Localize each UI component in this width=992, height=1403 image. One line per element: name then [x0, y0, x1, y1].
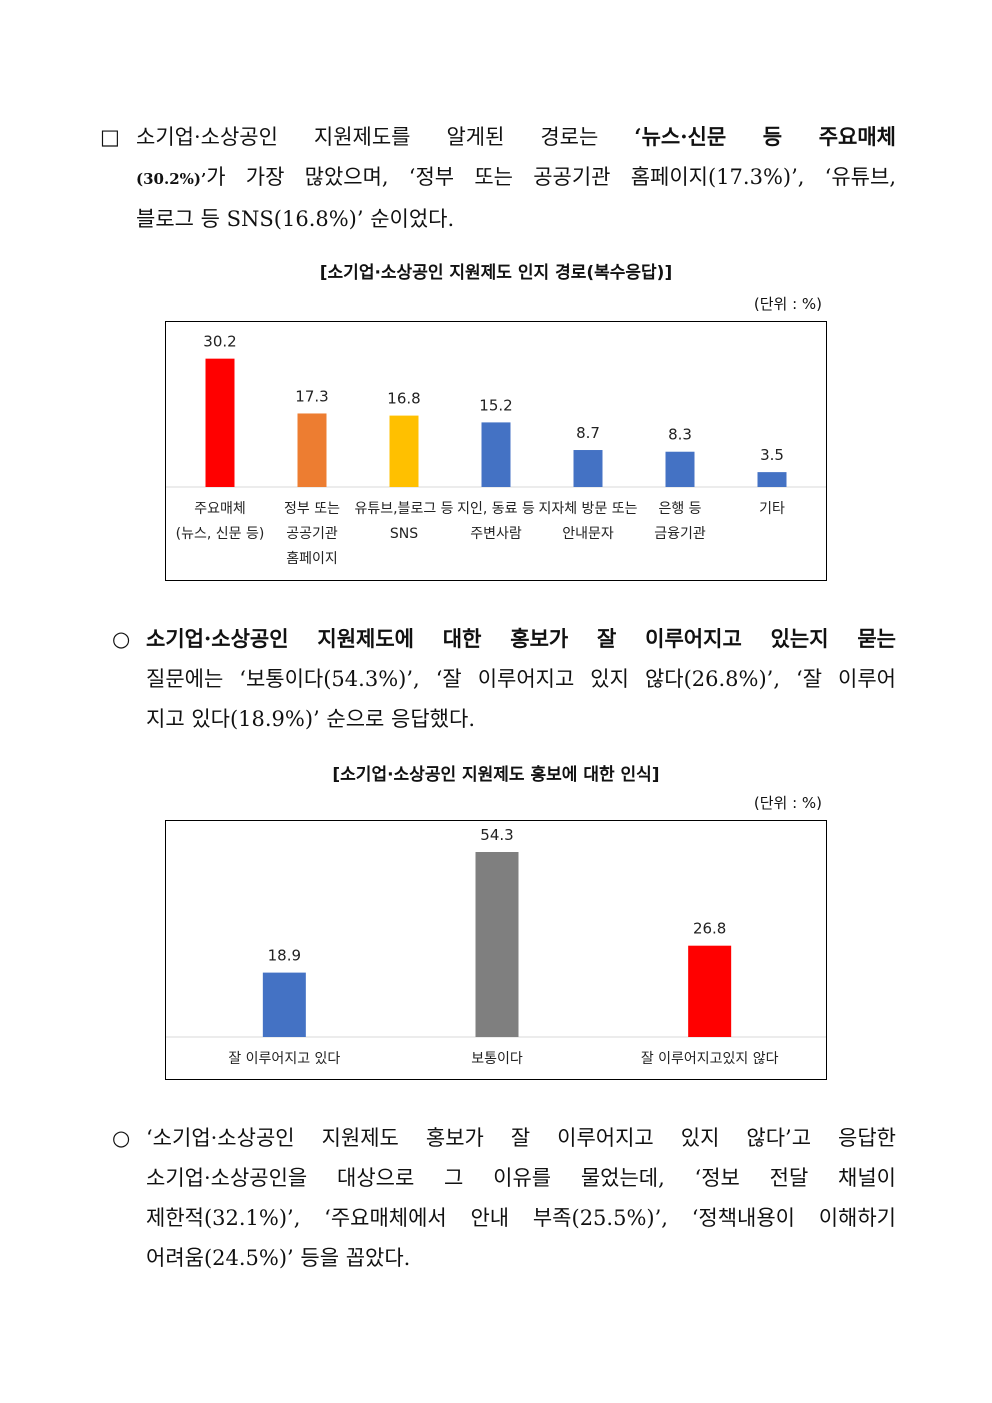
category-label-2-0: 잘 이루어지고있지 않다 — [641, 1051, 779, 1067]
bar-1 — [297, 413, 327, 487]
bar-6 — [757, 472, 787, 487]
category-label-3-1: 주변사람 — [470, 526, 522, 542]
data-label-3: 15.2 — [479, 396, 512, 414]
paragraph-3-line-2: 소기업·소상공인을 대상으로 그 이유를 물었는데, ‘정보 전달 채널이 — [146, 1166, 896, 1190]
paragraph-2-line-2: 질문에는 ‘보통이다(54.3%)’, ‘잘 이루어지고 있지 않다(26.8%… — [146, 667, 897, 691]
data-label-6: 3.5 — [760, 446, 784, 464]
bar-0 — [205, 358, 235, 487]
chart-1-unit: (단위 : %) — [753, 295, 822, 313]
data-label-2: 26.8 — [693, 920, 726, 938]
square-bullet-icon: □ — [100, 125, 120, 149]
category-label-6-0: 기타 — [759, 501, 785, 517]
chart-2: 18.9 잘 이루어지고 있다 54.3 보통이다 26.8 잘 이루어지고있지 않다 — [165, 820, 827, 1080]
category-label-1-0: 정부 또는 — [284, 501, 340, 517]
data-label-1: 17.3 — [295, 387, 328, 405]
data-label-0: 30.2 — [203, 333, 236, 351]
data-label-2: 16.8 — [387, 390, 420, 408]
paragraph-1-line-2: (30.2%)’가 가장 많았으며, ‘정부 또는 공공기관 홈페이지(17.3… — [136, 165, 896, 189]
category-label-1-0: 보통이다 — [471, 1051, 523, 1067]
category-label-5-1: 금융기관 — [654, 526, 706, 542]
paragraph-1-line-1: 소기업·소상공인 지원제도를 알게된 경로는 ‘뉴스·신문 등 주요매체 — [136, 124, 896, 149]
category-label-0-0: 잘 이루어지고 있다 — [228, 1051, 340, 1067]
category-label-5-0: 은행 등 — [658, 501, 701, 517]
category-label-0-1: (뉴스, 신문 등) — [176, 526, 265, 542]
paragraph-1: □ 소기업·소상공인 지원제도를 알게된 경로는 ‘뉴스·신문 등 주요매체 (… — [100, 117, 896, 239]
circle-bullet-icon: ○ — [112, 1126, 131, 1150]
category-label-1-1: 공공기관 — [286, 526, 338, 542]
paragraph-3-line-4: 어려움(24.5%)’ 등을 꼽았다. — [146, 1246, 411, 1270]
chart-2-title: [소기업·소상공인 지원제도 홍보에 대한 인식] — [332, 765, 660, 785]
paragraph-3: ○ ‘소기업·소상공인 지원제도 홍보가 잘 이루어지고 있지 않다’고 응답한… — [112, 1118, 896, 1278]
bar-2 — [688, 945, 732, 1037]
bar-4 — [573, 450, 603, 487]
category-label-4-0: 지자체 방문 또는 — [538, 501, 637, 517]
category-label-0-0: 주요매체 — [194, 501, 246, 517]
category-label-3-0: 지인, 동료 등 — [457, 501, 535, 517]
bar-3 — [481, 422, 511, 487]
category-label-4-1: 안내문자 — [562, 526, 614, 542]
chart-1-title: [소기업·소상공인 지원제도 인지 경로(복수응답)] — [319, 263, 673, 283]
data-label-1: 54.3 — [480, 826, 513, 844]
category-label-2-1: SNS — [390, 526, 418, 542]
data-label-5: 8.3 — [668, 426, 692, 444]
category-label-1-2: 홈페이지 — [286, 551, 338, 567]
paragraph-2-line-3: 지고 있다(18.9%)’ 순으로 응답했다. — [146, 707, 475, 731]
data-label-0: 18.9 — [268, 947, 301, 965]
paragraph-1-line-3: 블로그 등 SNS(16.8%)’ 순이었다. — [136, 207, 455, 231]
data-label-4: 8.7 — [576, 424, 600, 442]
chart-2-unit: (단위 : %) — [753, 794, 822, 812]
category-label-2-0: 유튜브,블로그 등 — [354, 501, 453, 517]
bar-2 — [389, 415, 419, 487]
paragraph-3-line-1: ‘소기업·소상공인 지원제도 홍보가 잘 이루어지고 있지 않다’고 응답한 — [146, 1126, 896, 1150]
circle-bullet-icon: ○ — [112, 627, 131, 651]
paragraph-2-line-1: 소기업·소상공인 지원제도에 대한 홍보가 잘 이루어지고 있는지 묻는 — [146, 626, 896, 651]
paragraph-3-line-3: 제한적(32.1%)’, ‘주요매체에서 안내 부족(25.5%)’, ‘정책내… — [146, 1206, 896, 1230]
bar-0 — [262, 972, 306, 1037]
chart-2-plot: 18.9 잘 이루어지고 있다 54.3 보통이다 26.8 잘 이루어지고있지 않다 — [166, 826, 826, 1067]
bar-1 — [475, 852, 519, 1037]
bar-5 — [665, 451, 695, 487]
paragraph-2: ○ 소기업·소상공인 지원제도에 대한 홍보가 잘 이루어지고 있는지 묻는 질… — [112, 619, 896, 739]
